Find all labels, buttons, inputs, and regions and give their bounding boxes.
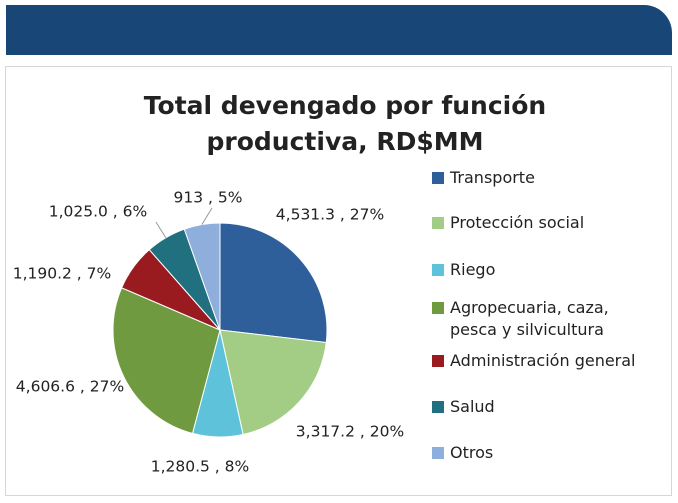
- legend-label: Otros: [450, 443, 494, 462]
- legend-label: Riego: [450, 260, 496, 279]
- data-label: 3,317.2 , 20%: [296, 423, 404, 441]
- leader-line: [155, 221, 167, 239]
- legend-swatch: [432, 217, 444, 229]
- legend-item: Administración general: [432, 351, 660, 372]
- pie-slice: [183, 222, 221, 331]
- data-label: 1,190.2 , 7%: [13, 265, 112, 283]
- legend-swatch: [432, 355, 444, 367]
- legend-swatch: [432, 264, 444, 276]
- leader-line: [201, 207, 213, 225]
- data-label: 1,280.5 , 8%: [151, 458, 250, 476]
- legend-swatch: [432, 172, 444, 184]
- data-label: 913 , 5%: [174, 189, 243, 207]
- legend-swatch: [432, 401, 444, 413]
- data-label: 4,531.3 , 27%: [276, 206, 384, 224]
- chart-title: Total devengado por función productiva, …: [143, 91, 547, 156]
- legend-item: Riego: [432, 260, 660, 281]
- pie-slice: [112, 287, 221, 435]
- legend-item: Salud: [432, 397, 660, 418]
- legend-item: Protección social: [432, 213, 660, 234]
- legend-swatch: [432, 302, 444, 314]
- header-bar: [6, 5, 672, 55]
- legend-label: Salud: [450, 397, 495, 416]
- legend-label: Transporte: [450, 168, 535, 187]
- legend-item: Otros: [432, 443, 660, 464]
- pie-slice: [219, 329, 327, 436]
- legend-item: Agropecuaria, caza, pesca y silvicultura: [432, 298, 640, 341]
- data-label: 4,606.6 , 27%: [16, 378, 124, 396]
- legend-swatch: [432, 447, 444, 459]
- legend-label: Agropecuaria, caza, pesca y silvicultura: [450, 298, 609, 339]
- data-label: 1,025.0 , 6%: [49, 203, 148, 221]
- legend-label: Protección social: [450, 213, 585, 232]
- legend-label: Administración general: [450, 351, 636, 370]
- pie-slice: [219, 222, 328, 344]
- chart-panel: [5, 66, 672, 496]
- legend-item: Transporte: [432, 168, 660, 189]
